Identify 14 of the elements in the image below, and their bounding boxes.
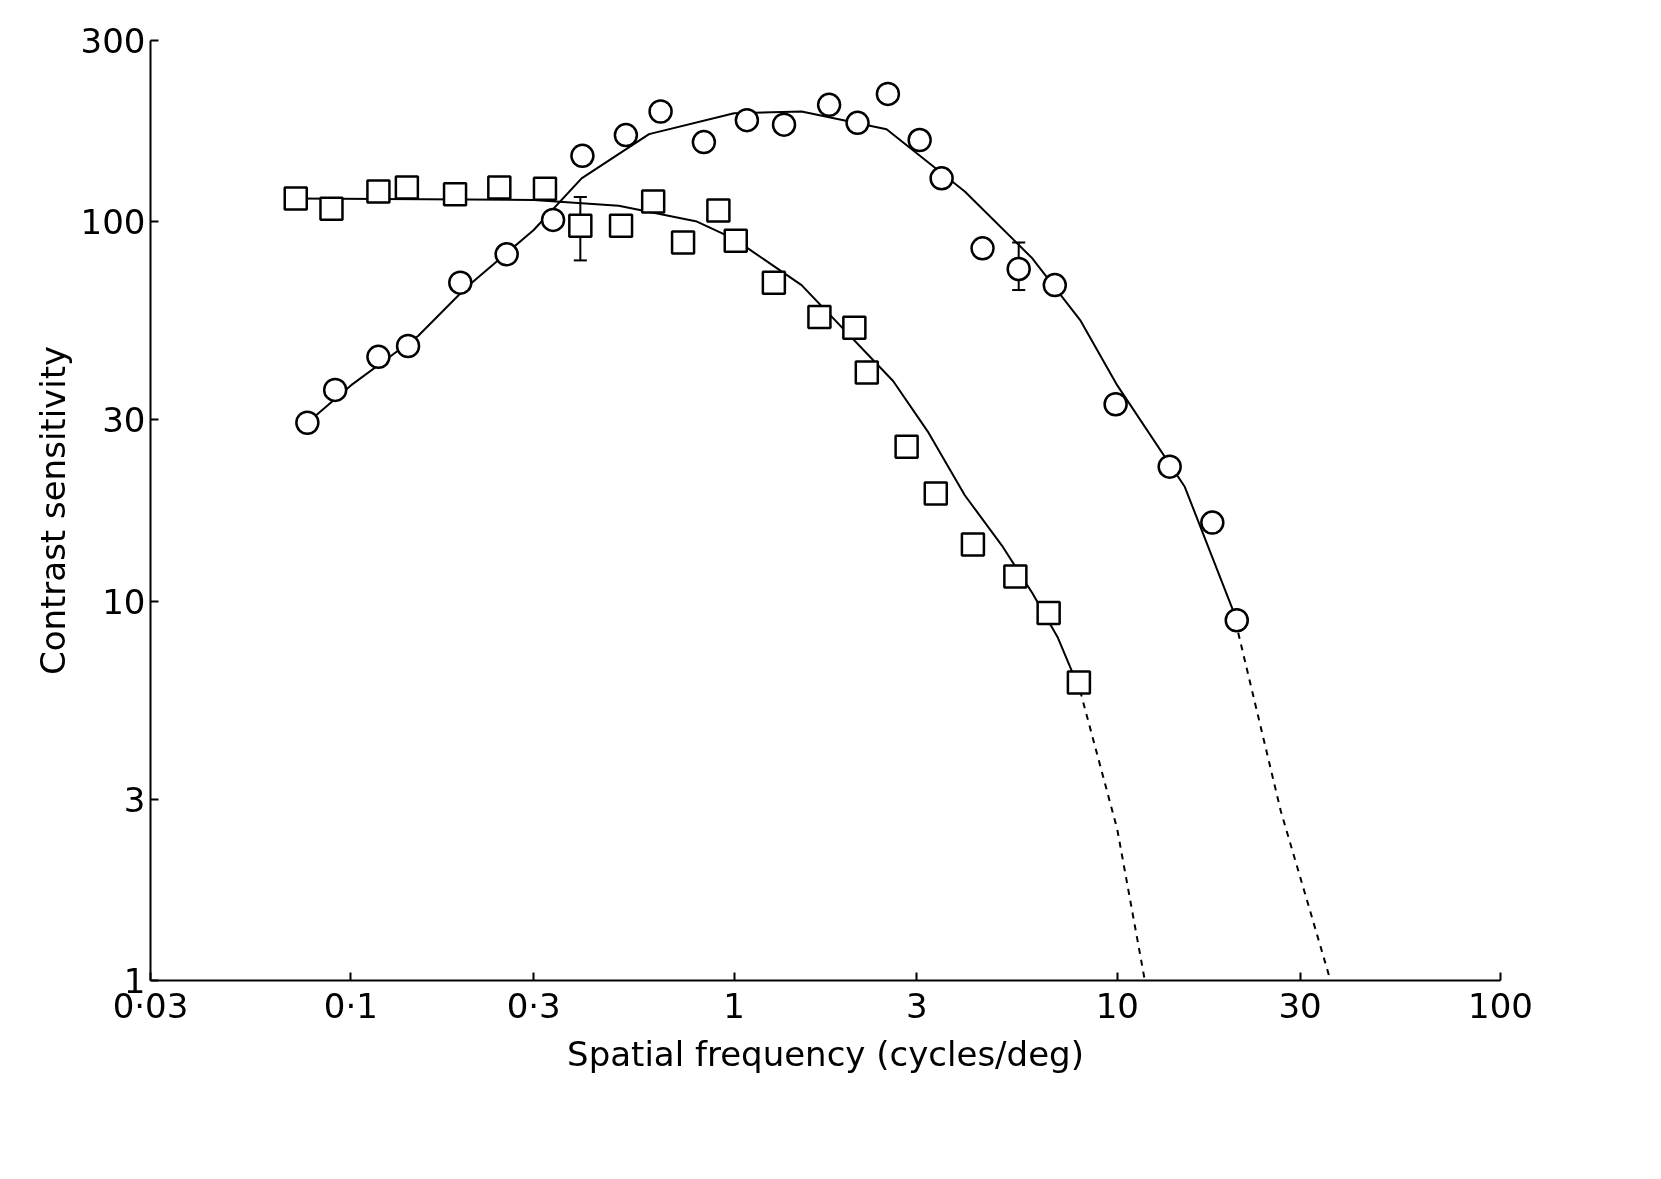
y-tick-label: 30	[102, 400, 146, 441]
y-tick-label: 3	[123, 779, 146, 820]
x-tick-label: 30	[1278, 985, 1322, 1026]
y-tick-label: 300	[80, 21, 146, 61]
x-axis-title: Spatial frequency (cycles/deg)	[567, 1033, 1084, 1074]
x-tick-label: 100	[1468, 985, 1533, 1026]
y-tick-label: 10	[102, 581, 146, 622]
x-tick-label: 10	[1095, 985, 1139, 1026]
y-tick-label: 100	[80, 202, 146, 243]
x-tick-label: 3	[906, 985, 928, 1026]
x-tick-label: 1	[723, 985, 745, 1026]
y-axis-title: Contrast sensitivity	[32, 345, 73, 676]
x-tick-label: 0·1	[323, 985, 378, 1026]
x-tick-label: 0·3	[506, 985, 561, 1026]
